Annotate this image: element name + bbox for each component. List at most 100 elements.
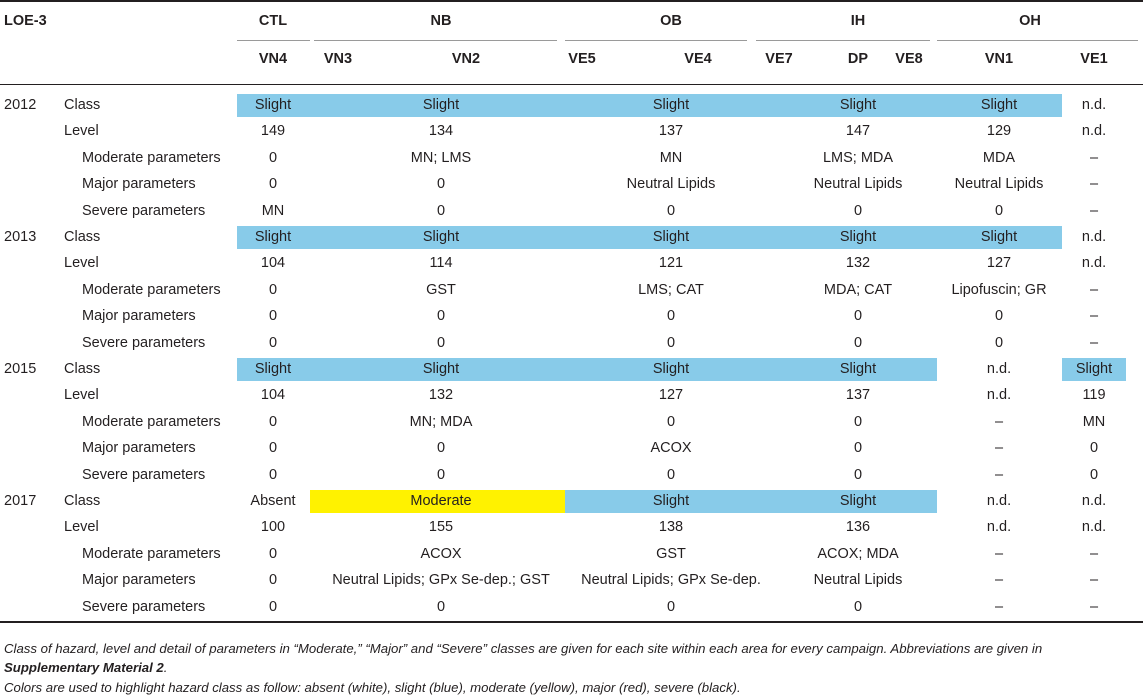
color-legend-text: Colors are used to highlight hazard clas… [4, 680, 741, 695]
class-value: Slight [652, 493, 690, 509]
severe-value: 0 [666, 203, 676, 219]
table-footnote: Class of hazard, level and detail of par… [4, 639, 1140, 677]
severe-value: 0 [666, 599, 676, 615]
class-value: Slight [839, 493, 877, 509]
row-label-class: Class [64, 361, 101, 377]
table-bottom-rule [0, 621, 1143, 623]
severe-value: – [994, 467, 1004, 483]
major-value: 0 [436, 176, 446, 192]
severe-value: 0 [436, 335, 446, 351]
site-header-ve8: VE8 [895, 51, 923, 67]
moderate-value: 0 [268, 414, 278, 430]
class-value: Slight [652, 229, 690, 245]
class-value: n.d. [1081, 97, 1107, 113]
level-value: 132 [845, 255, 871, 271]
level-value: 100 [260, 519, 286, 535]
campaign-year: 2012 [4, 97, 37, 113]
major-value: 0 [436, 440, 446, 456]
major-value: 0 [436, 308, 446, 324]
area-underline-0 [237, 40, 310, 41]
major-value: – [1089, 572, 1099, 588]
moderate-value: LMS; MDA [822, 150, 894, 166]
row-label-class: Class [64, 493, 101, 509]
level-value: 104 [260, 255, 286, 271]
area-underline-3 [756, 40, 930, 41]
severe-value: 0 [853, 203, 863, 219]
hazard-class-band [565, 94, 752, 117]
level-value: 137 [658, 123, 684, 139]
class-value: Slight [980, 229, 1018, 245]
major-value: 0 [853, 308, 863, 324]
hazard-class-band [565, 226, 752, 249]
hazard-class-band [310, 358, 565, 381]
area-underline-2 [565, 40, 747, 41]
header-bottom-rule [0, 84, 1143, 85]
class-value: Slight [422, 229, 460, 245]
moderate-value: MN [659, 150, 683, 166]
hazard-class-band [937, 226, 1062, 249]
major-value: 0 [853, 440, 863, 456]
moderate-value: MDA [982, 150, 1016, 166]
severe-value: 0 [436, 203, 446, 219]
hazard-class-band [1062, 358, 1126, 381]
row-label-class: Class [64, 97, 101, 113]
moderate-value: – [1089, 282, 1099, 298]
severe-value: 0 [268, 335, 278, 351]
severe-value: – [1089, 599, 1099, 615]
level-value: 129 [986, 123, 1012, 139]
site-header-ve4: VE4 [684, 51, 712, 67]
row-label-level: Level [64, 519, 99, 535]
area-header-nb: NB [430, 13, 452, 29]
area-header-oh: OH [1019, 13, 1041, 29]
moderate-value: MDA; CAT [823, 282, 893, 298]
severe-value: – [1089, 335, 1099, 351]
site-header-ve7: VE7 [765, 51, 793, 67]
row-label-major: Major parameters [82, 308, 196, 324]
level-value: 127 [986, 255, 1012, 271]
level-value: n.d. [986, 387, 1012, 403]
class-value: Slight [422, 97, 460, 113]
level-value: 121 [658, 255, 684, 271]
area-header-ih: IH [850, 13, 866, 29]
row-label-major: Major parameters [82, 176, 196, 192]
color-legend-note: Colors are used to highlight hazard clas… [4, 678, 1140, 697]
class-value: n.d. [986, 493, 1012, 509]
class-value: Slight [254, 229, 292, 245]
moderate-value: ACOX [420, 546, 462, 562]
row-label-level: Level [64, 255, 99, 271]
severe-value: 0 [853, 335, 863, 351]
major-value: 0 [268, 572, 278, 588]
severe-value: 0 [994, 203, 1004, 219]
moderate-value: – [1089, 546, 1099, 562]
moderate-value: MN; LMS [410, 150, 472, 166]
moderate-value: ACOX; MDA [817, 546, 899, 562]
hazard-class-band [752, 94, 937, 117]
area-header-ob: OB [660, 13, 682, 29]
severe-value: 0 [666, 467, 676, 483]
row-label-severe: Severe parameters [82, 599, 206, 615]
level-value: n.d. [1081, 255, 1107, 271]
class-value: Slight [652, 97, 690, 113]
site-header-vn2: VN2 [451, 51, 481, 67]
severe-value: MN [261, 203, 285, 219]
row-label-severe: Severe parameters [82, 335, 206, 351]
row-label-moderate: Moderate parameters [82, 282, 221, 298]
severe-value: 0 [1089, 467, 1099, 483]
level-value: 104 [260, 387, 286, 403]
severe-value: – [994, 599, 1004, 615]
class-value: Slight [652, 361, 690, 377]
level-value: n.d. [1081, 519, 1107, 535]
moderate-value: Lipofuscin; GR [951, 282, 1047, 298]
hazard-class-band [565, 490, 752, 513]
footnote-text: Class of hazard, level and detail of par… [4, 641, 1043, 656]
hazard-class-band [237, 94, 310, 117]
moderate-value: 0 [268, 546, 278, 562]
level-value: 147 [845, 123, 871, 139]
footnote-supplementary-link: Supplementary Material 2 [4, 660, 164, 675]
row-label-major: Major parameters [82, 440, 196, 456]
moderate-value: MN; MDA [409, 414, 473, 430]
major-value: 0 [268, 308, 278, 324]
class-value: Slight [839, 229, 877, 245]
level-value: 119 [1082, 387, 1106, 403]
major-value: Neutral Lipids [626, 176, 716, 192]
